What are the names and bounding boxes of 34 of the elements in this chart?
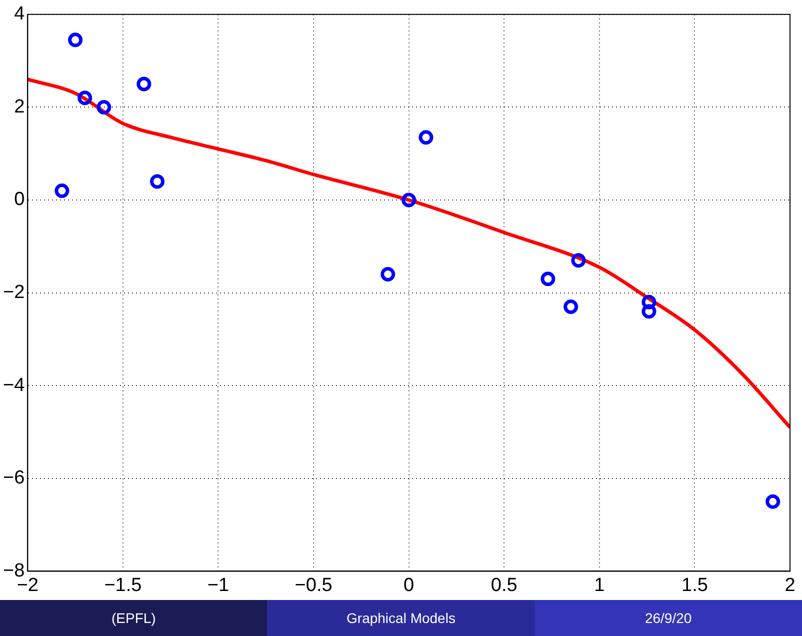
point: [402, 192, 416, 208]
x-tick-label: 2: [784, 574, 796, 596]
y-tick-label: −6: [2, 468, 25, 489]
text: Graphical Models: [267, 600, 535, 636]
point: [766, 494, 780, 509]
point: [564, 299, 578, 314]
y-tick-label: −4: [2, 374, 26, 396]
text: 26/9/20: [534, 600, 802, 636]
text: (EPFL): [0, 600, 268, 636]
point: [540, 272, 556, 286]
point: [68, 32, 83, 48]
x-tick-label: 0: [404, 574, 414, 596]
x-tick-label: 0.5: [490, 574, 518, 596]
y-tick-label: 0: [14, 189, 25, 210]
point: [571, 253, 586, 268]
point: [642, 294, 656, 310]
point: [136, 76, 152, 92]
x-tick-label: 1: [594, 574, 605, 596]
point: [418, 130, 434, 145]
y-tick-label: −8: [2, 560, 25, 582]
y-tick-label: −2: [2, 282, 25, 304]
y-tick-label: 2: [14, 96, 25, 118]
x-tick-label: −0.5: [294, 574, 332, 596]
x-tick-label: −1: [207, 574, 230, 596]
point: [150, 174, 165, 189]
point: [642, 304, 656, 319]
point: [78, 90, 92, 106]
point: [54, 183, 70, 198]
line-series: [28, 78, 790, 430]
y-tick-label: 4: [14, 4, 26, 25]
point: [96, 100, 112, 114]
point: [380, 266, 396, 282]
x-tick-label: 1.5: [681, 574, 708, 596]
x-tick-label: −1.5: [104, 574, 142, 596]
